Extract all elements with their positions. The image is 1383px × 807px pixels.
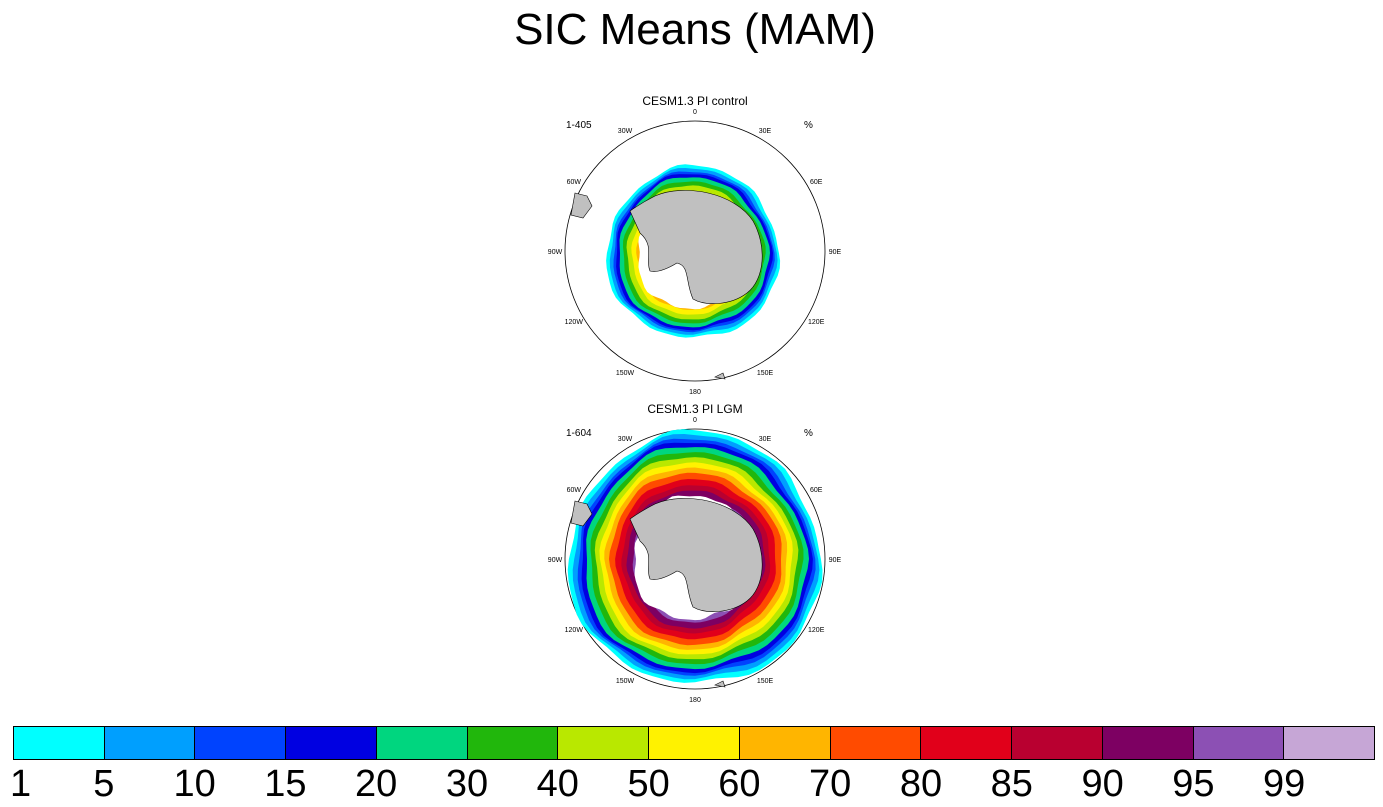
colorbar-swatch bbox=[558, 727, 650, 759]
new-zealand-landmass bbox=[714, 372, 726, 380]
longitude-label: 0 bbox=[693, 417, 697, 424]
panel-title: CESM1.3 PI control bbox=[642, 94, 748, 108]
longitude-label: 150W bbox=[616, 370, 635, 377]
colorbar-swatches bbox=[13, 726, 1375, 760]
colorbar-tick-label: 80 bbox=[899, 763, 943, 805]
longitude-label: 150E bbox=[757, 678, 774, 685]
colorbar-swatch bbox=[14, 727, 105, 759]
colorbar-swatch bbox=[1193, 727, 1285, 759]
colorbar-tick-label: 5 bbox=[93, 763, 115, 805]
longitude-label: 30W bbox=[618, 128, 633, 135]
colorbar-swatch bbox=[376, 727, 468, 759]
control-panel: CESM1.3 PI control 1-405 % 0 30E 60E 90E 120… bbox=[540, 92, 850, 396]
longitude-label: 120E bbox=[808, 319, 825, 326]
longitude-label: 60W bbox=[567, 487, 582, 494]
longitude-label: 120W bbox=[565, 319, 584, 326]
south-america-landmass bbox=[570, 500, 593, 527]
longitude-label: 30W bbox=[618, 436, 633, 443]
colorbar-tick-label: 50 bbox=[627, 763, 670, 805]
lgm-panel: CESM1.3 PI LGM 1-604 % 0 30E 60E 90E 120E 150… bbox=[540, 400, 850, 704]
colorbar-tick-label: 90 bbox=[1081, 763, 1124, 805]
colorbar-swatch bbox=[286, 727, 377, 759]
colorbar-tick-label: 40 bbox=[536, 763, 579, 805]
colorbar-swatch bbox=[467, 727, 559, 759]
longitude-label: 90E bbox=[829, 557, 842, 564]
panel-units: % bbox=[804, 120, 813, 131]
colorbar-tick-label: 99 bbox=[1263, 763, 1306, 805]
longitude-label: 30E bbox=[759, 436, 772, 443]
south-america-landmass bbox=[570, 192, 593, 219]
colorbar-tick-label: 85 bbox=[990, 763, 1033, 805]
colorbar-tick-label: 10 bbox=[173, 763, 216, 805]
polar-stereographic-map: 0 30E 60E 90E 120E 150E 180 150W 120W 90W 60W 30W bbox=[548, 417, 842, 704]
colorbar-swatch bbox=[1102, 727, 1194, 759]
panel-left-string: 1-604 bbox=[566, 428, 592, 439]
colorbar-tick-label: 20 bbox=[355, 763, 398, 805]
polar-stereographic-map: 0 30E 60E 90E 120E 150E 180 150W 120W 90W 60W 30W bbox=[548, 109, 842, 396]
colorbar-tick-label: 1 bbox=[10, 763, 32, 805]
panel-left-string: 1-405 bbox=[566, 120, 592, 131]
longitude-label: 90W bbox=[548, 249, 563, 256]
colorbar-tick-label: 15 bbox=[264, 763, 307, 805]
colorbar-swatch bbox=[830, 727, 922, 759]
colorbar-swatch bbox=[739, 727, 831, 759]
antarctica-landmass bbox=[629, 190, 763, 304]
longitude-label: 150W bbox=[616, 678, 635, 685]
colorbar-swatch bbox=[104, 727, 196, 759]
colorbar-swatch bbox=[1284, 727, 1375, 759]
colorbar-swatch bbox=[649, 727, 740, 759]
longitude-label: 180 bbox=[689, 389, 701, 396]
colorbar-tick-labels: 1 5 10 15 20 30 40 50 60 70 80 85 90 95 99 bbox=[10, 762, 1375, 807]
longitude-label: 150E bbox=[757, 370, 774, 377]
colorbar-tick-label: 95 bbox=[1172, 763, 1215, 805]
new-zealand-landmass bbox=[714, 680, 726, 688]
colorbar-tick-label: 70 bbox=[809, 763, 852, 805]
colorbar-swatch bbox=[1012, 727, 1103, 759]
longitude-label: 120W bbox=[565, 627, 584, 634]
colorbar-tick-label: 60 bbox=[718, 763, 761, 805]
longitude-label: 90E bbox=[829, 249, 842, 256]
longitude-label: 60E bbox=[810, 487, 823, 494]
panel-title: CESM1.3 PI LGM bbox=[647, 402, 743, 416]
colorbar bbox=[13, 726, 1375, 760]
antarctica-landmass bbox=[629, 498, 763, 612]
figure-title: SIC Means (MAM) bbox=[514, 5, 876, 54]
colorbar-swatch bbox=[195, 727, 287, 759]
longitude-label: 30E bbox=[759, 128, 772, 135]
colorbar-tick-label: 30 bbox=[445, 763, 489, 805]
longitude-label: 60W bbox=[567, 179, 582, 186]
panel-units: % bbox=[804, 428, 813, 439]
longitude-label: 120E bbox=[808, 627, 825, 634]
longitude-label: 180 bbox=[689, 697, 701, 704]
longitude-label: 0 bbox=[693, 109, 697, 116]
longitude-label: 60E bbox=[810, 179, 823, 186]
longitude-label: 90W bbox=[548, 557, 563, 564]
colorbar-swatch bbox=[921, 727, 1013, 759]
